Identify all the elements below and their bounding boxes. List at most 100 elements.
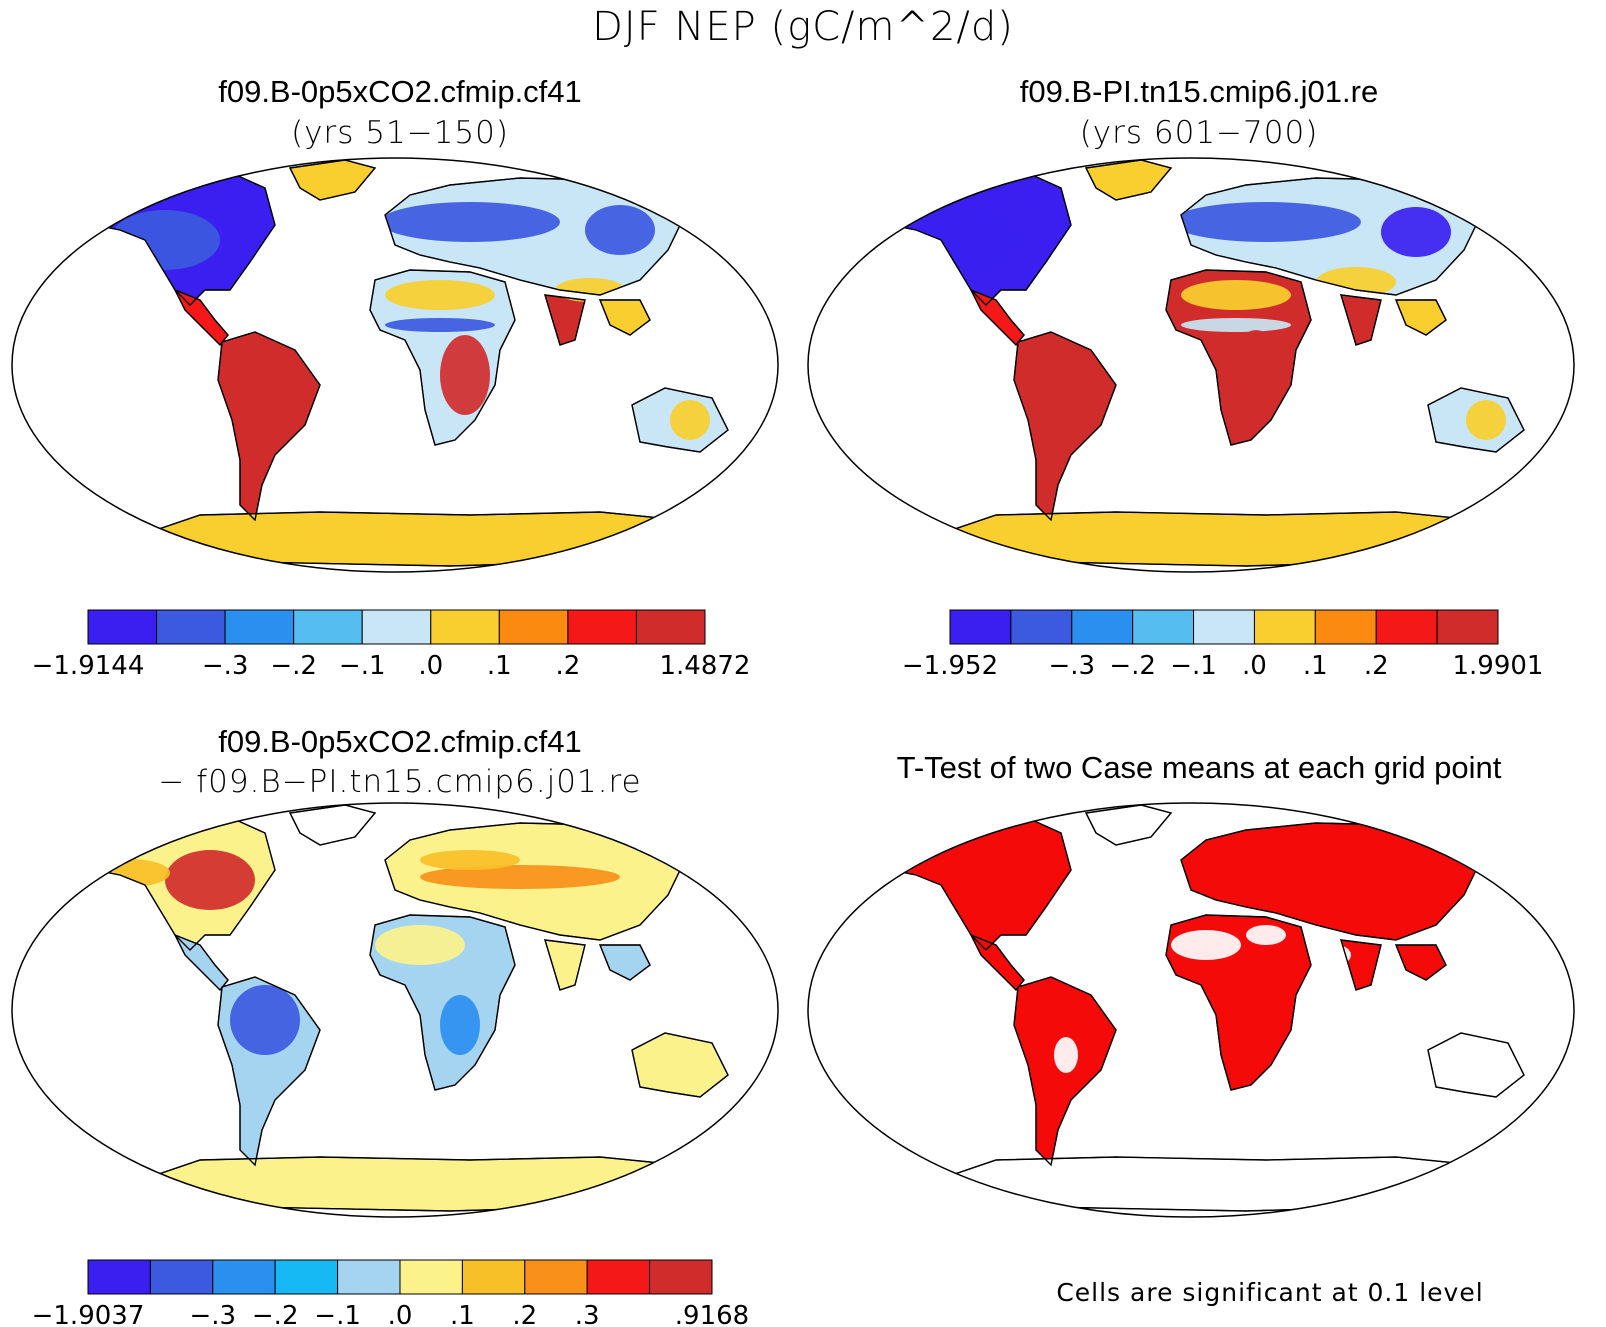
landmass-ant bbox=[945, 511, 1505, 567]
colorbar-swatch bbox=[399, 1259, 463, 1295]
map-border bbox=[807, 802, 1575, 1218]
colorbar-swatch bbox=[1193, 609, 1255, 645]
landmass-ant bbox=[149, 511, 709, 567]
coastline-eu bbox=[1180, 177, 1482, 296]
colorbar-swatch bbox=[430, 609, 500, 645]
colorbar-swatch bbox=[87, 1259, 151, 1295]
colorbar-swatch bbox=[87, 609, 158, 645]
colorbar-swatch bbox=[1132, 609, 1195, 645]
field-patch bbox=[1181, 280, 1291, 310]
coastline-au bbox=[631, 387, 729, 453]
panel-1-title: f09.B-0p5xCO2.cfmip.cf41 bbox=[218, 74, 582, 109]
coastline-sa bbox=[1013, 976, 1117, 1167]
field-patch bbox=[165, 850, 255, 910]
colorbar-label: −.2 bbox=[270, 651, 317, 681]
coastline-sea bbox=[1394, 299, 1447, 336]
colorbar-label: 1.4872 bbox=[660, 651, 751, 681]
colorbar-label: .1 bbox=[450, 1301, 475, 1327]
field-patch bbox=[1171, 202, 1361, 242]
colorbar-label: .2 bbox=[1364, 651, 1389, 681]
colorbar-label: .1 bbox=[487, 651, 512, 681]
coastline-sa bbox=[217, 976, 321, 1167]
colorbar-label: −1.952 bbox=[902, 651, 998, 681]
coastline-ind bbox=[1340, 939, 1382, 991]
field-patch bbox=[1021, 355, 1101, 445]
colorbar-label: .1 bbox=[1303, 651, 1328, 681]
panel-4-title: T-Test of two Case means at each grid po… bbox=[896, 750, 1502, 785]
coastline-af bbox=[369, 269, 516, 446]
colorbar-swatch bbox=[212, 1259, 276, 1295]
map-border bbox=[11, 802, 779, 1218]
colorbar-label: .0 bbox=[418, 651, 443, 681]
field-patch bbox=[1448, 1060, 1504, 1090]
coastline-au bbox=[631, 1032, 729, 1098]
coastline-au bbox=[1427, 387, 1525, 453]
coastline-sea bbox=[598, 944, 651, 981]
field-patch bbox=[1054, 1037, 1078, 1073]
field-patch bbox=[420, 865, 620, 889]
significance-note: Cells are significant at 0.1 level bbox=[1056, 1278, 1484, 1307]
field-patch bbox=[440, 995, 480, 1055]
coastline-eu bbox=[384, 822, 686, 941]
field-patch bbox=[585, 205, 655, 255]
colorbar-swatch bbox=[337, 1259, 401, 1295]
colorbar-swatch bbox=[1071, 609, 1134, 645]
field-patch bbox=[440, 335, 490, 415]
panel-1-subtitle: (yrs 51−150) bbox=[291, 115, 509, 151]
landmass-ant bbox=[149, 1156, 709, 1212]
coastline-af bbox=[1165, 914, 1312, 1091]
field-patch bbox=[1231, 330, 1281, 410]
colorbar-label: −.3 bbox=[1048, 651, 1095, 681]
colorbar-label: .2 bbox=[512, 1301, 537, 1327]
coastline-af bbox=[369, 914, 516, 1091]
colorbar-label: −1.9037 bbox=[32, 1301, 145, 1327]
colorbar-label: .2 bbox=[555, 651, 580, 681]
colorbar-swatch bbox=[524, 1259, 588, 1295]
colorbar-swatch bbox=[274, 1259, 339, 1295]
colorbar-swatch bbox=[1253, 609, 1316, 645]
colorbar-label: .3 bbox=[575, 1301, 600, 1327]
coastline-ind bbox=[1340, 294, 1382, 346]
map-panel-ttest bbox=[807, 802, 1575, 1218]
field-patch bbox=[1181, 318, 1291, 332]
colorbar-swatch bbox=[1436, 609, 1499, 645]
map-border bbox=[807, 157, 1575, 573]
field-patch bbox=[670, 400, 710, 440]
field-patch bbox=[225, 345, 305, 435]
colorbar-difference: −1.9037 −.3 −.2 −.1 .0 .1 .2 .3 .9168 bbox=[32, 1259, 749, 1327]
field-patch bbox=[675, 1058, 705, 1082]
field-patch bbox=[420, 850, 520, 870]
coastline-eu bbox=[1180, 822, 1482, 941]
coastline-sa bbox=[1013, 331, 1117, 522]
field-patch bbox=[385, 280, 495, 310]
colorbar-label: −.2 bbox=[252, 1301, 299, 1327]
colorbar-label: −.1 bbox=[1170, 651, 1217, 681]
colorbar-swatch bbox=[635, 609, 706, 645]
coastline-ind bbox=[544, 294, 586, 346]
field-patch bbox=[380, 202, 560, 242]
coastline-ind bbox=[544, 939, 586, 991]
panel-3-subtitle: − f09.B−PI.tn15.cmip6.j01.re bbox=[158, 764, 642, 800]
colorbar-swatch bbox=[461, 1259, 526, 1295]
colorbar-label: −.3 bbox=[190, 1301, 237, 1327]
coastline-ca bbox=[969, 288, 1025, 347]
coastline-ca bbox=[969, 933, 1025, 992]
field-patches bbox=[90, 850, 705, 1082]
colorbar-label: .9168 bbox=[675, 1301, 749, 1327]
colorbar-swatch bbox=[649, 1259, 713, 1295]
map-panel-case2 bbox=[807, 157, 1575, 573]
field-patch bbox=[385, 318, 495, 332]
colorbar-label: −.2 bbox=[1109, 651, 1156, 681]
map-panel-difference bbox=[11, 802, 779, 1218]
colorbar-label: −.1 bbox=[314, 1301, 361, 1327]
colorbar-label: .0 bbox=[1242, 651, 1267, 681]
map-panel-case1 bbox=[11, 157, 779, 573]
panel-3-title: f09.B-0p5xCO2.cfmip.cf41 bbox=[218, 724, 582, 759]
colorbar-case2: −1.952 −.3 −.2 −.1 .0 .1 .2 1.9901 bbox=[902, 609, 1543, 681]
colorbar-swatch bbox=[498, 609, 569, 645]
panel-2-subtitle: (yrs 601−700) bbox=[1079, 115, 1319, 151]
field-patch bbox=[1171, 930, 1241, 960]
coastline-af bbox=[1165, 269, 1312, 446]
colorbar-swatch bbox=[1010, 609, 1073, 645]
field-patch bbox=[1466, 400, 1506, 440]
